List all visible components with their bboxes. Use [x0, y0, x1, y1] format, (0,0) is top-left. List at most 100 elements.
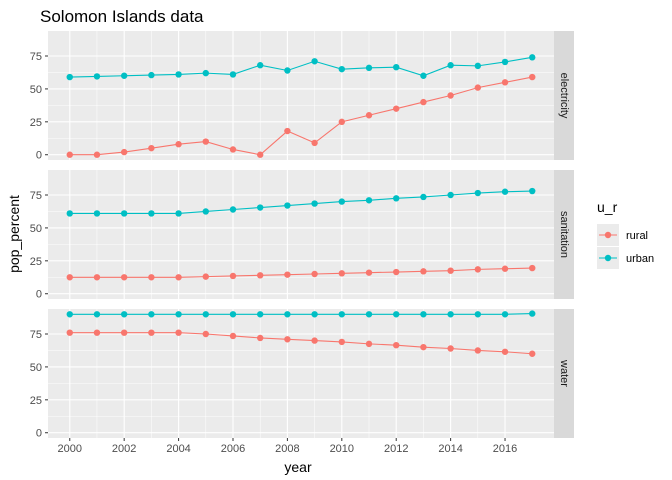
data-point — [93, 311, 101, 318]
y-tick-label: 25 — [30, 256, 42, 268]
legend-key-point — [604, 254, 612, 262]
legend-item-urban: urban — [597, 247, 654, 269]
data-point — [311, 139, 318, 147]
data-point — [93, 73, 101, 80]
data-point — [148, 144, 155, 152]
series-urban — [66, 54, 536, 81]
x-tick-label: 2002 — [112, 443, 136, 455]
data-point — [474, 266, 482, 273]
data-point — [501, 348, 509, 355]
data-point — [365, 340, 373, 348]
data-point — [120, 148, 128, 156]
y-tick-label: 0 — [36, 428, 42, 440]
data-point — [229, 311, 237, 318]
data-point — [284, 311, 291, 318]
x-axis-title: year — [284, 459, 312, 475]
series-rural — [66, 73, 536, 158]
data-point — [202, 330, 209, 338]
data-point — [93, 274, 101, 281]
data-point — [175, 141, 182, 148]
data-point — [229, 272, 237, 280]
data-point — [447, 311, 454, 318]
data-point — [420, 98, 427, 106]
data-point — [529, 264, 536, 272]
facet-strip-label: sanitation — [558, 211, 570, 258]
y-tick-label: 50 — [30, 84, 42, 96]
data-point — [338, 198, 346, 205]
data-point — [393, 311, 400, 318]
series-line — [69, 313, 533, 315]
data-point — [202, 311, 209, 318]
data-point — [148, 71, 155, 79]
data-point — [93, 329, 101, 336]
data-point — [420, 343, 427, 351]
data-point — [529, 310, 536, 317]
legend: u_r rural urban — [597, 199, 654, 269]
data-point — [338, 118, 346, 126]
series-rural — [66, 329, 536, 357]
y-tick-label: 25 — [30, 117, 42, 129]
data-point — [529, 54, 536, 61]
data-point — [256, 151, 264, 158]
x-tick-label: 2014 — [438, 443, 462, 455]
data-point — [120, 72, 128, 79]
data-point — [284, 202, 291, 209]
data-point — [311, 337, 318, 344]
legend-key-point — [604, 231, 612, 239]
series-line — [69, 190, 533, 214]
data-point — [256, 311, 264, 318]
data-point — [393, 341, 400, 349]
data-point — [420, 72, 427, 79]
data-point — [120, 274, 128, 281]
data-point — [420, 268, 427, 275]
data-point — [393, 268, 400, 276]
data-point — [338, 270, 346, 277]
series-urban — [66, 187, 536, 217]
series-line — [69, 332, 533, 355]
data-point — [66, 151, 73, 158]
data-point — [175, 311, 182, 318]
data-point — [501, 265, 509, 272]
y-tick-label: 50 — [30, 223, 42, 235]
data-point — [284, 67, 291, 74]
series-line — [69, 267, 533, 278]
data-point — [175, 210, 182, 217]
x-tick-label: 2008 — [275, 443, 299, 455]
facet-strip — [554, 309, 574, 438]
data-point — [148, 311, 155, 318]
data-point — [501, 79, 509, 86]
series-rural — [66, 264, 536, 281]
data-point — [474, 311, 482, 318]
data-point — [284, 336, 291, 343]
data-point — [311, 58, 318, 65]
data-point — [420, 311, 427, 318]
data-point — [148, 274, 155, 281]
data-point — [202, 208, 209, 215]
y-tick-label: 25 — [30, 395, 42, 407]
facet-strip — [554, 31, 574, 160]
legend-item-rural: rural — [597, 224, 648, 246]
data-point — [365, 197, 373, 204]
data-point — [148, 210, 155, 217]
data-point — [474, 189, 482, 197]
data-point — [393, 105, 400, 112]
data-point — [284, 271, 291, 278]
data-point — [175, 71, 182, 78]
data-point — [447, 92, 454, 99]
y-tick-label: 75 — [30, 51, 42, 63]
legend-label: urban — [626, 253, 654, 265]
data-point — [447, 267, 454, 274]
data-point — [229, 206, 237, 213]
data-point — [474, 347, 482, 354]
data-point — [311, 270, 318, 278]
y-tick-label: 50 — [30, 362, 42, 374]
data-point — [256, 272, 264, 279]
x-tick-label: 2000 — [58, 443, 82, 455]
data-point — [420, 193, 427, 201]
data-point — [365, 311, 373, 318]
data-point — [66, 329, 73, 336]
data-point — [284, 127, 291, 135]
data-point — [393, 195, 400, 202]
facet-strip — [554, 170, 574, 299]
data-point — [311, 311, 318, 318]
